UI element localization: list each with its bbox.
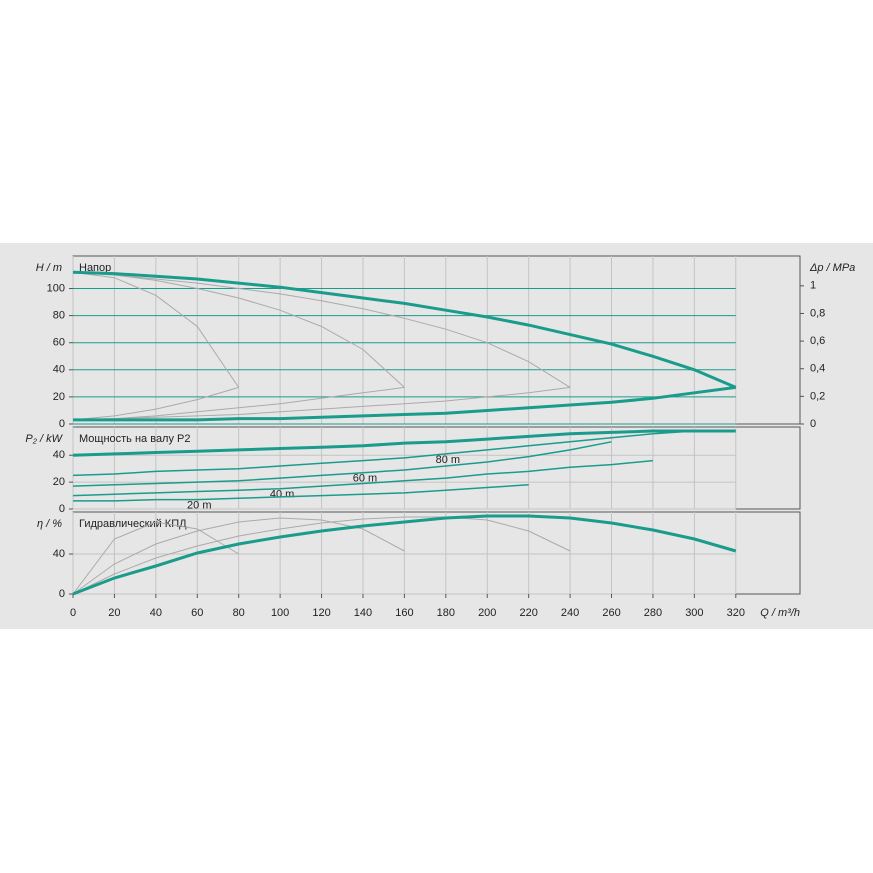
y2-tick-label: 0,2 <box>810 390 825 402</box>
series-line <box>72 429 736 457</box>
panel-title: Напор <box>79 262 111 274</box>
x-tick-label: 260 <box>602 607 620 619</box>
x-tick-label: 40 <box>150 607 162 619</box>
x-tick-label: 140 <box>354 607 372 619</box>
series-line <box>72 270 737 389</box>
series-line <box>72 430 695 477</box>
series-line <box>72 271 240 388</box>
y-tick-label: 60 <box>53 337 65 349</box>
x-tick-label: 240 <box>561 607 579 619</box>
y-axis-label: η / % <box>37 518 62 530</box>
y-tick-label: 100 <box>47 282 65 294</box>
series-line <box>72 517 405 595</box>
y-axis-label: H / m <box>36 262 62 274</box>
x-tick-label: 180 <box>437 607 455 619</box>
series-line <box>73 484 529 502</box>
x-tick-label: 60 <box>191 607 203 619</box>
y-tick-label: 40 <box>53 449 65 461</box>
x-tick-label: 100 <box>271 607 289 619</box>
x-axis-label: Q / m³/h <box>760 607 800 619</box>
y-tick-label: 40 <box>53 364 65 376</box>
y2-axis-label: Δp / MPa <box>809 262 855 274</box>
y2-tick-label: 0,4 <box>810 363 825 375</box>
panel-title: Гидравлический КПД <box>79 518 187 530</box>
x-tick-label: 300 <box>685 607 703 619</box>
series-line <box>73 385 736 422</box>
y-tick-label: 80 <box>53 310 65 322</box>
y2-tick-label: 0,8 <box>810 307 825 319</box>
series-line <box>72 514 737 596</box>
x-tick-label: 20 <box>108 607 120 619</box>
series-label: 80 m <box>436 454 460 466</box>
series-label: 40 m <box>270 489 294 501</box>
series-line <box>72 459 653 497</box>
x-tick-label: 0 <box>70 607 76 619</box>
y-tick-label: 20 <box>53 476 65 488</box>
series-line <box>72 521 239 595</box>
x-tick-label: 160 <box>395 607 413 619</box>
series-line <box>72 516 571 595</box>
x-tick-label: 220 <box>519 607 537 619</box>
x-tick-label: 120 <box>312 607 330 619</box>
y-tick-label: 40 <box>53 548 65 560</box>
series-line <box>72 271 571 388</box>
y-tick-label: 0 <box>59 588 65 600</box>
series-line <box>72 386 571 421</box>
y2-tick-label: 0,6 <box>810 335 825 347</box>
y2-tick-label: 1 <box>810 280 816 292</box>
y2-tick-label: 0 <box>810 418 816 430</box>
series-label: 60 m <box>353 473 377 485</box>
panel-title: Мощность на валу P2 <box>79 433 191 445</box>
y-tick-label: 0 <box>59 503 65 515</box>
series-label: 20 m <box>187 499 211 511</box>
x-tick-label: 320 <box>727 607 745 619</box>
x-tick-label: 200 <box>478 607 496 619</box>
x-tick-label: 280 <box>644 607 662 619</box>
x-tick-label: 80 <box>233 607 245 619</box>
series-line <box>72 386 239 421</box>
y-tick-label: 0 <box>59 418 65 430</box>
series-line <box>72 441 612 487</box>
y-axis-label: P₂ / kW <box>25 433 63 445</box>
y-tick-label: 20 <box>53 391 65 403</box>
